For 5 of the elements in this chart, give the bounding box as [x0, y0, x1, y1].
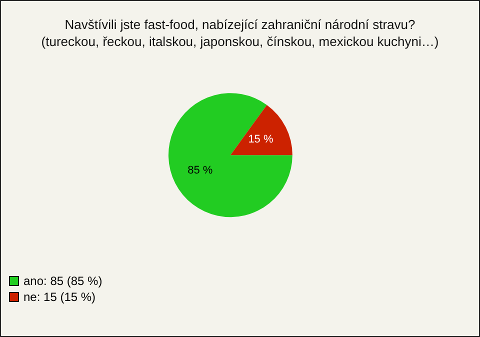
data-label: 85 %: [188, 164, 213, 177]
legend-label: ne: 15 (15 %): [24, 290, 96, 304]
data-label: 15 %: [248, 134, 274, 146]
chart-title: Navštívili jste fast-food, nabízející zahraniční národní stravu? (tureckou, řeckou, italskou, japonskou, čínskou, mexickou kuchyni…): [41, 17, 439, 49]
legend-label: ano: 85 (85 %): [24, 274, 102, 288]
